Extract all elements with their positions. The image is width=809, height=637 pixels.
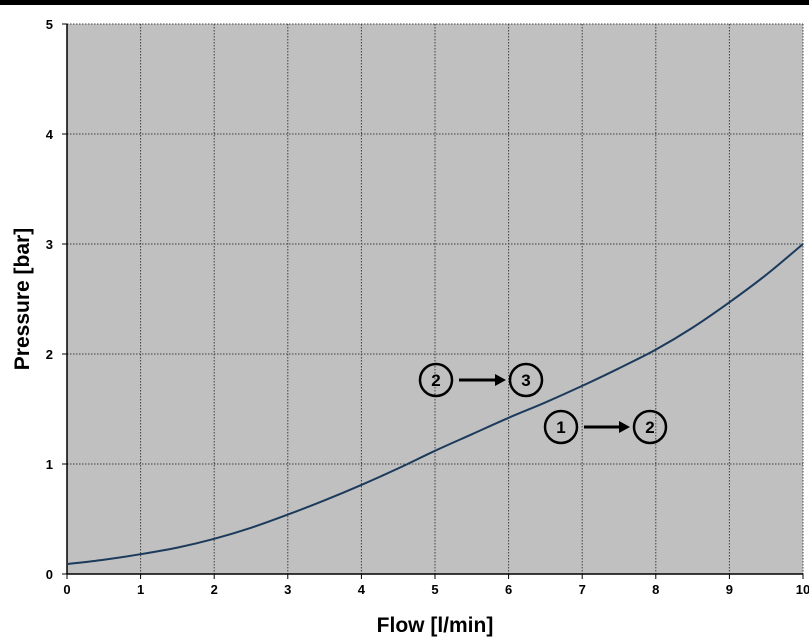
x-tick-label: 10 — [796, 582, 809, 597]
x-tick-label: 1 — [137, 582, 144, 597]
step-circle-from — [543, 409, 579, 445]
step-circle-from — [418, 362, 454, 398]
series-line-layer — [66, 243, 804, 566]
x-tick-label: 3 — [284, 582, 291, 597]
x-tick-label: 5 — [431, 582, 438, 597]
series-line — [66, 243, 804, 566]
step-number-from: 2 — [431, 371, 440, 390]
step-circle-to — [508, 362, 544, 398]
step-number-to: 3 — [521, 371, 530, 390]
x-tick-label: 8 — [652, 582, 659, 597]
x-tick-label: 2 — [211, 582, 218, 597]
annotations: 2 31 2 — [418, 362, 668, 445]
plot-area — [67, 24, 803, 574]
y-tick-label: 5 — [46, 17, 53, 32]
y-axis-label: Pressure [bar] — [11, 228, 34, 370]
x-tick-label: 6 — [505, 582, 512, 597]
arrow-head — [495, 374, 506, 386]
y-tick-label: 3 — [46, 237, 53, 252]
grid — [67, 23, 804, 574]
top-border-bar — [0, 0, 809, 5]
x-tick-label: 4 — [358, 582, 366, 597]
x-tick-label: 0 — [63, 582, 70, 597]
x-tick-label: 9 — [726, 582, 733, 597]
x-tick-label: 7 — [579, 582, 586, 597]
step-number-from: 1 — [556, 418, 565, 437]
step-number-to: 2 — [645, 418, 654, 437]
x-axis-label: Flow [l/min] — [377, 614, 494, 637]
y-tick-label: 0 — [46, 567, 53, 582]
axes — [62, 23, 804, 579]
y-tick-label: 4 — [46, 127, 54, 142]
y-tick-label: 2 — [46, 347, 53, 362]
step-circle-to — [632, 409, 668, 445]
y-tick-label: 1 — [46, 457, 53, 472]
arrow-head — [619, 421, 630, 433]
